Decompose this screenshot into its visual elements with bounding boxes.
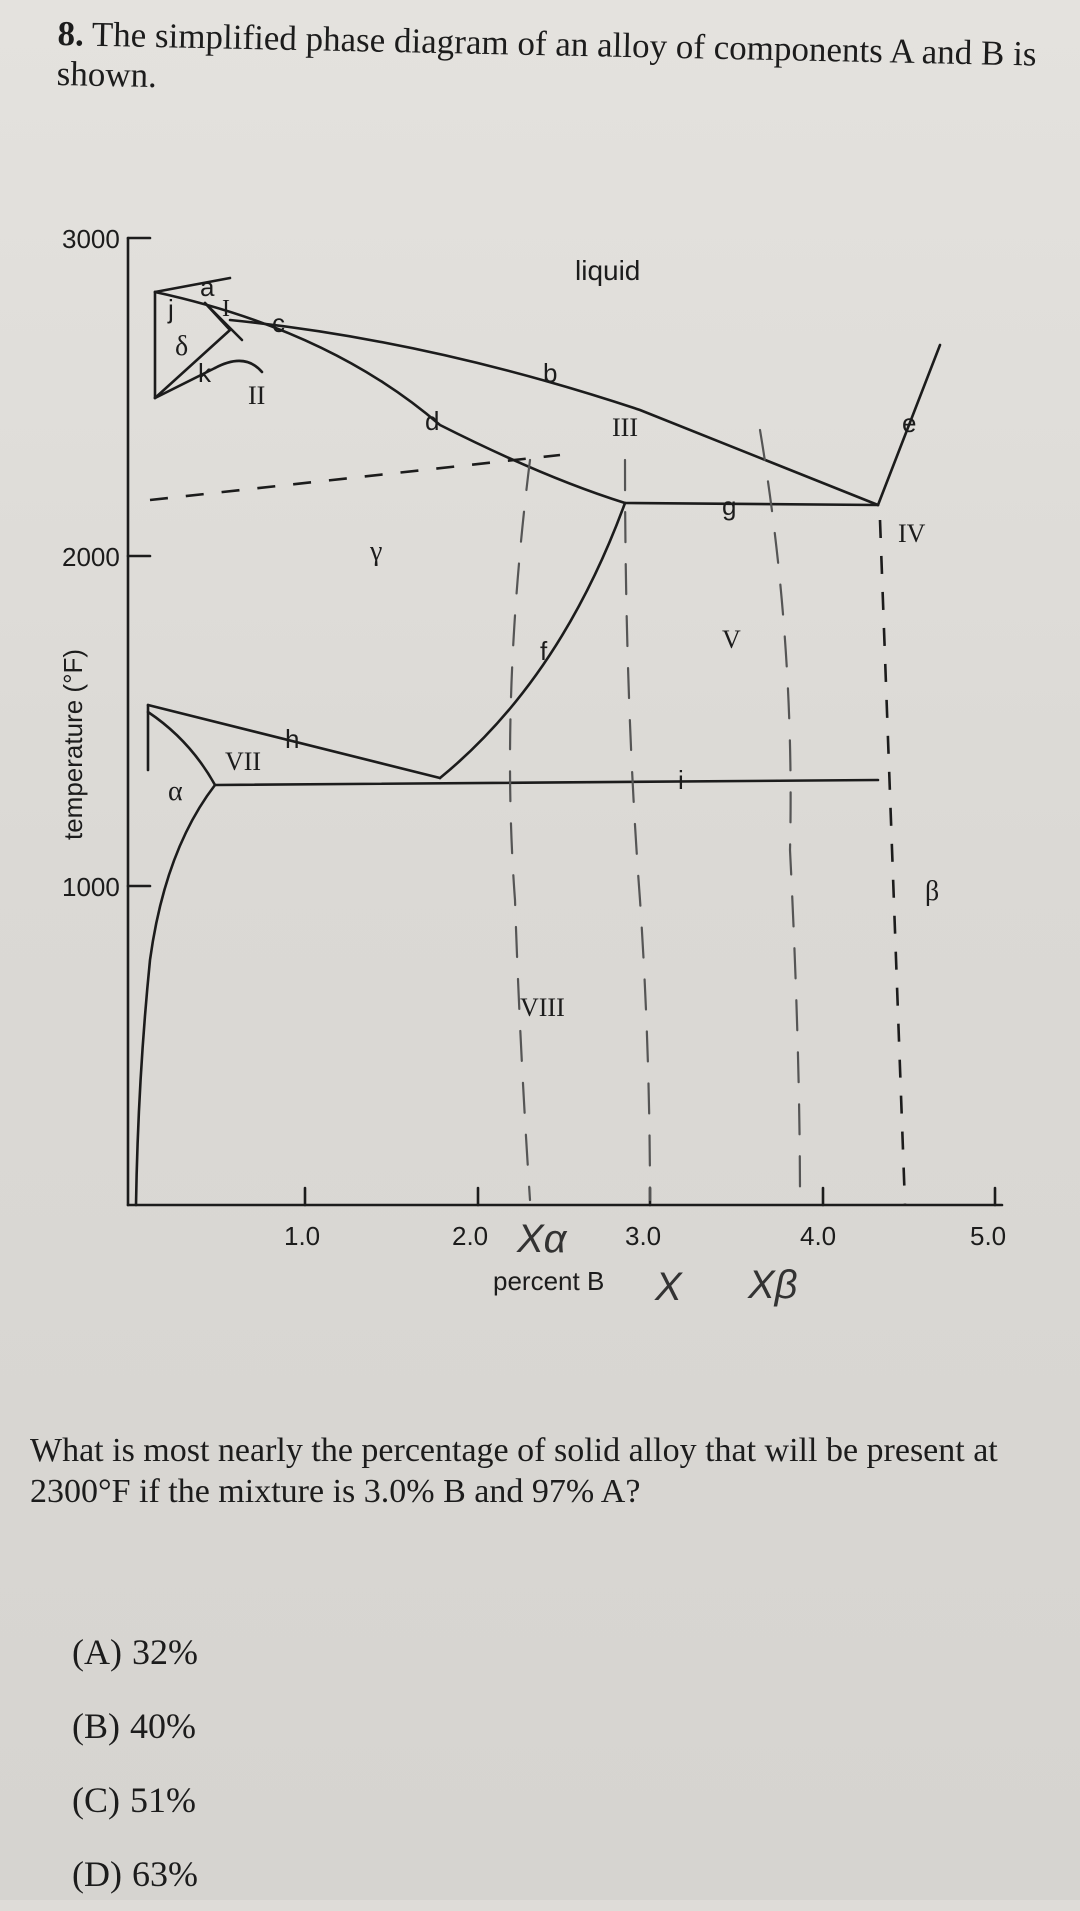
question-prompt: What is most nearly the percentage of so… bbox=[30, 1432, 998, 1510]
y-tick-label: 1000 bbox=[62, 872, 120, 902]
point-k: k bbox=[198, 358, 212, 388]
handwritten-x: X bbox=[654, 1265, 683, 1309]
dashed-iv-line bbox=[878, 519, 907, 1206]
choice-letter: (C) bbox=[72, 1780, 120, 1820]
gamma-label: γ bbox=[369, 536, 382, 567]
question-number: 8. bbox=[57, 14, 85, 54]
alpha-label: α bbox=[168, 776, 183, 807]
eutectoid-line bbox=[213, 778, 880, 787]
choice-a: (A) 32% bbox=[72, 1615, 208, 1689]
alpha-curve bbox=[146, 710, 217, 787]
region-V-label: V bbox=[722, 625, 741, 654]
choice-letter: (D) bbox=[72, 1854, 122, 1894]
delta-lower bbox=[153, 366, 217, 400]
peritectic-line bbox=[623, 501, 880, 507]
region-VIII-label: VIII bbox=[520, 993, 565, 1022]
liquidus-c-e bbox=[228, 318, 880, 507]
choice-c: (C) 51% bbox=[72, 1763, 208, 1837]
y-tick-label: 3000 bbox=[62, 224, 120, 254]
liquidus-a-c bbox=[153, 276, 232, 294]
choice-text: 40% bbox=[130, 1706, 196, 1746]
region-VII-label: VII bbox=[225, 747, 261, 776]
question-intro: The simplified phase diagram of an alloy… bbox=[56, 14, 1037, 96]
beta-label: β bbox=[925, 876, 939, 907]
x-tick-label: 2.0 bbox=[452, 1221, 488, 1251]
line-a-d bbox=[153, 290, 627, 505]
x-tick-label: 4.0 bbox=[800, 1221, 836, 1251]
gamma-solvus bbox=[438, 501, 627, 780]
x-tick-label: 5.0 bbox=[970, 1221, 1006, 1251]
y-axis-label: temperature (°F) bbox=[58, 649, 88, 840]
choice-d: (D) 63% bbox=[72, 1837, 208, 1911]
answer-choices: (A) 32% (B) 40% (C) 51% (D) 63% bbox=[72, 1615, 208, 1911]
handwritten-x-beta: Xβ bbox=[747, 1263, 798, 1307]
x-tick-label: 1.0 bbox=[284, 1221, 320, 1251]
point-f: f bbox=[540, 636, 548, 666]
y-tick-label: 2000 bbox=[62, 542, 120, 572]
pencil-tie-line-3 bbox=[758, 428, 802, 1202]
choice-text: 63% bbox=[131, 1854, 198, 1894]
point-j: j bbox=[167, 294, 174, 324]
question-header: 8. The simplified phase diagram of an all… bbox=[56, 14, 1057, 115]
point-g: g bbox=[722, 491, 736, 521]
pencil-tie-line-2 bbox=[623, 458, 652, 1202]
h-line bbox=[146, 703, 442, 780]
x-tick-label: 3.0 bbox=[625, 1221, 661, 1251]
phase-diagram: liquid δ γ α β I II III IV V VII VIII a … bbox=[58, 224, 1006, 1309]
point-e: e bbox=[902, 408, 916, 438]
delta-label: δ bbox=[175, 331, 188, 362]
choice-b: (B) 40% bbox=[72, 1689, 208, 1763]
point-b: b bbox=[543, 358, 557, 388]
point-h: h bbox=[285, 724, 299, 754]
region-III-label: III bbox=[612, 413, 638, 442]
j-line bbox=[203, 301, 244, 342]
handwritten-x-alpha: Xα bbox=[516, 1217, 568, 1261]
liquid-label: liquid bbox=[575, 255, 640, 286]
dashed-isotherm bbox=[149, 453, 561, 502]
choice-letter: (B) bbox=[72, 1706, 120, 1746]
point-a: a bbox=[200, 272, 215, 302]
choice-text: 32% bbox=[131, 1632, 198, 1672]
alpha-solvus bbox=[134, 783, 217, 1207]
region-II-label: II bbox=[248, 381, 265, 410]
region-IV-label: IV bbox=[898, 519, 926, 548]
x-axis-label: percent B bbox=[493, 1266, 604, 1296]
pencil-tie-line-1 bbox=[508, 458, 532, 1202]
choice-letter: (A) bbox=[72, 1632, 122, 1672]
k-curve bbox=[213, 359, 264, 374]
region-I-label: I bbox=[222, 296, 230, 322]
e-line bbox=[876, 343, 942, 507]
choice-text: 51% bbox=[130, 1780, 196, 1820]
point-c: c bbox=[272, 308, 285, 338]
point-d: d bbox=[425, 406, 439, 436]
point-i: i bbox=[678, 765, 684, 795]
